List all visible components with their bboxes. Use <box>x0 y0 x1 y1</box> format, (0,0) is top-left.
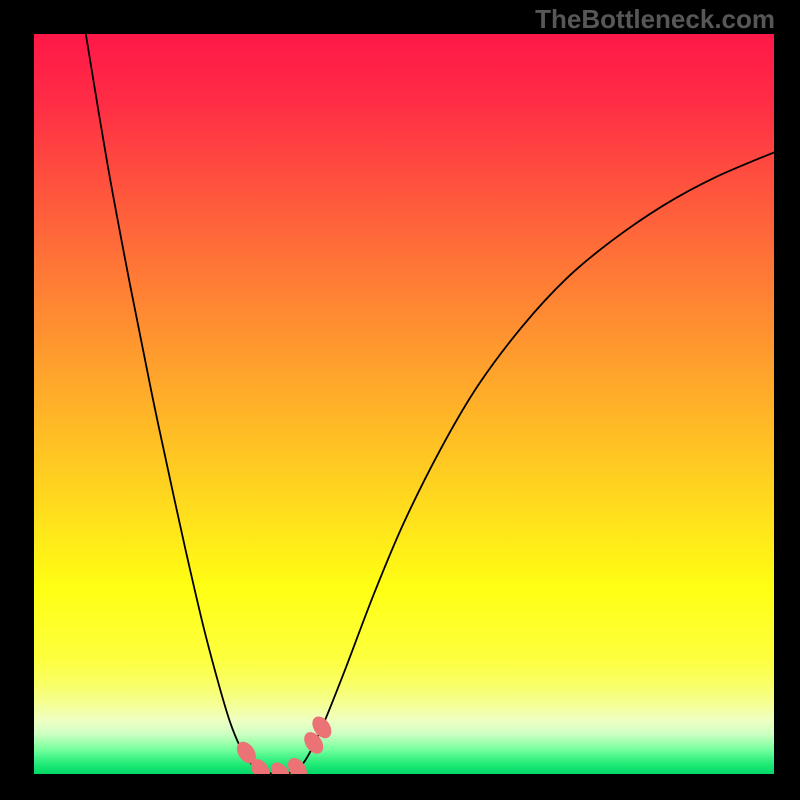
bottleneck-chart <box>0 0 800 800</box>
plot-gradient-background <box>34 34 774 774</box>
watermark-text: TheBottleneck.com <box>535 4 775 35</box>
